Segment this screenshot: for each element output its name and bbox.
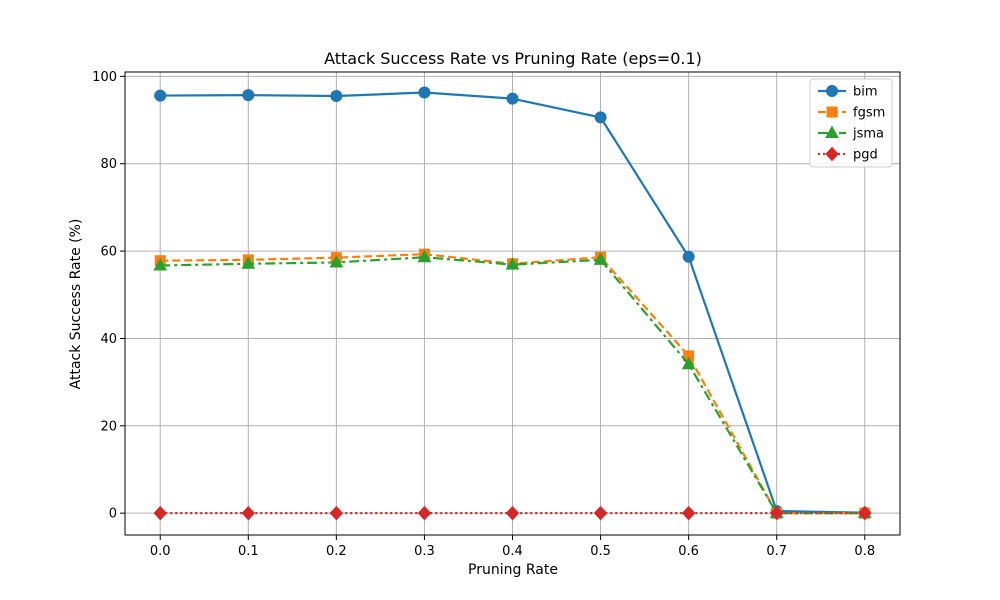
data-point-pgd	[770, 505, 784, 521]
chart-title: Attack Success Rate vs Pruning Rate (eps…	[324, 49, 702, 68]
x-axis-label: Pruning Rate	[468, 562, 558, 578]
legend: bim fgsm jsma pgd	[809, 78, 893, 168]
x-tick-label: 0.4	[502, 544, 523, 559]
series-bim	[154, 86, 871, 519]
x-tick-label: 0.3	[414, 544, 435, 559]
y-tick-label: 40	[100, 332, 117, 347]
x-tick-label: 0.1	[238, 544, 259, 559]
x-tick-label: 0.7	[766, 544, 787, 559]
y-axis-label: Attack Success Rate (%)	[68, 219, 84, 390]
y-tick-label: 0	[109, 507, 117, 522]
y-tick-label: 100	[92, 70, 117, 85]
legend-marker-pgd	[825, 146, 839, 162]
data-point-bim	[506, 92, 519, 105]
data-point-bim	[418, 86, 431, 99]
x-tick-label: 0.5	[590, 544, 611, 559]
data-point-bim	[242, 89, 255, 102]
data-point-pgd	[593, 505, 608, 521]
series-pgd	[153, 505, 872, 521]
series-group	[153, 86, 872, 521]
data-point-jsma	[153, 257, 168, 271]
data-point-jsma	[241, 256, 256, 269]
legend-label-bim: bim	[853, 85, 878, 100]
data-point-bim	[154, 89, 167, 102]
data-point-pgd	[153, 505, 167, 521]
legend-marker-bim	[826, 85, 838, 97]
data-point-jsma	[417, 249, 432, 263]
data-point-bim	[594, 111, 607, 124]
legend-label-fgsm: fgsm	[853, 106, 885, 121]
y-tick-label: 60	[100, 245, 117, 260]
legend-box	[809, 78, 893, 168]
x-tick-label: 0.2	[326, 544, 347, 559]
data-point-bim	[682, 250, 695, 263]
data-point-bim	[330, 90, 343, 103]
data-point-jsma	[681, 356, 696, 370]
data-point-jsma	[329, 254, 344, 268]
data-point-pgd	[417, 505, 432, 521]
data-point-jsma	[505, 257, 520, 270]
axis-ticks: 0.0 0.1 0.2 0.3 0.4 0.5 0.6 0.7 0.8 0 20 40 60 80 100	[92, 70, 875, 559]
data-point-pgd	[505, 505, 520, 521]
x-tick-label: 0.0	[150, 544, 171, 559]
grid	[125, 72, 900, 535]
data-point-jsma	[593, 252, 608, 265]
legend-label-jsma: jsma	[852, 127, 884, 142]
legend-marker-jsma	[825, 125, 839, 138]
legend-label-pgd: pgd	[853, 148, 878, 163]
data-point-pgd	[241, 505, 255, 521]
y-tick-label: 20	[100, 419, 117, 434]
x-tick-label: 0.8	[854, 544, 875, 559]
data-point-pgd	[681, 505, 696, 521]
x-tick-label: 0.6	[678, 544, 699, 559]
data-point-pgd	[329, 505, 344, 521]
data-point-pgd	[858, 505, 872, 521]
y-tick-label: 80	[100, 157, 117, 172]
legend-marker-fgsm	[826, 106, 838, 118]
